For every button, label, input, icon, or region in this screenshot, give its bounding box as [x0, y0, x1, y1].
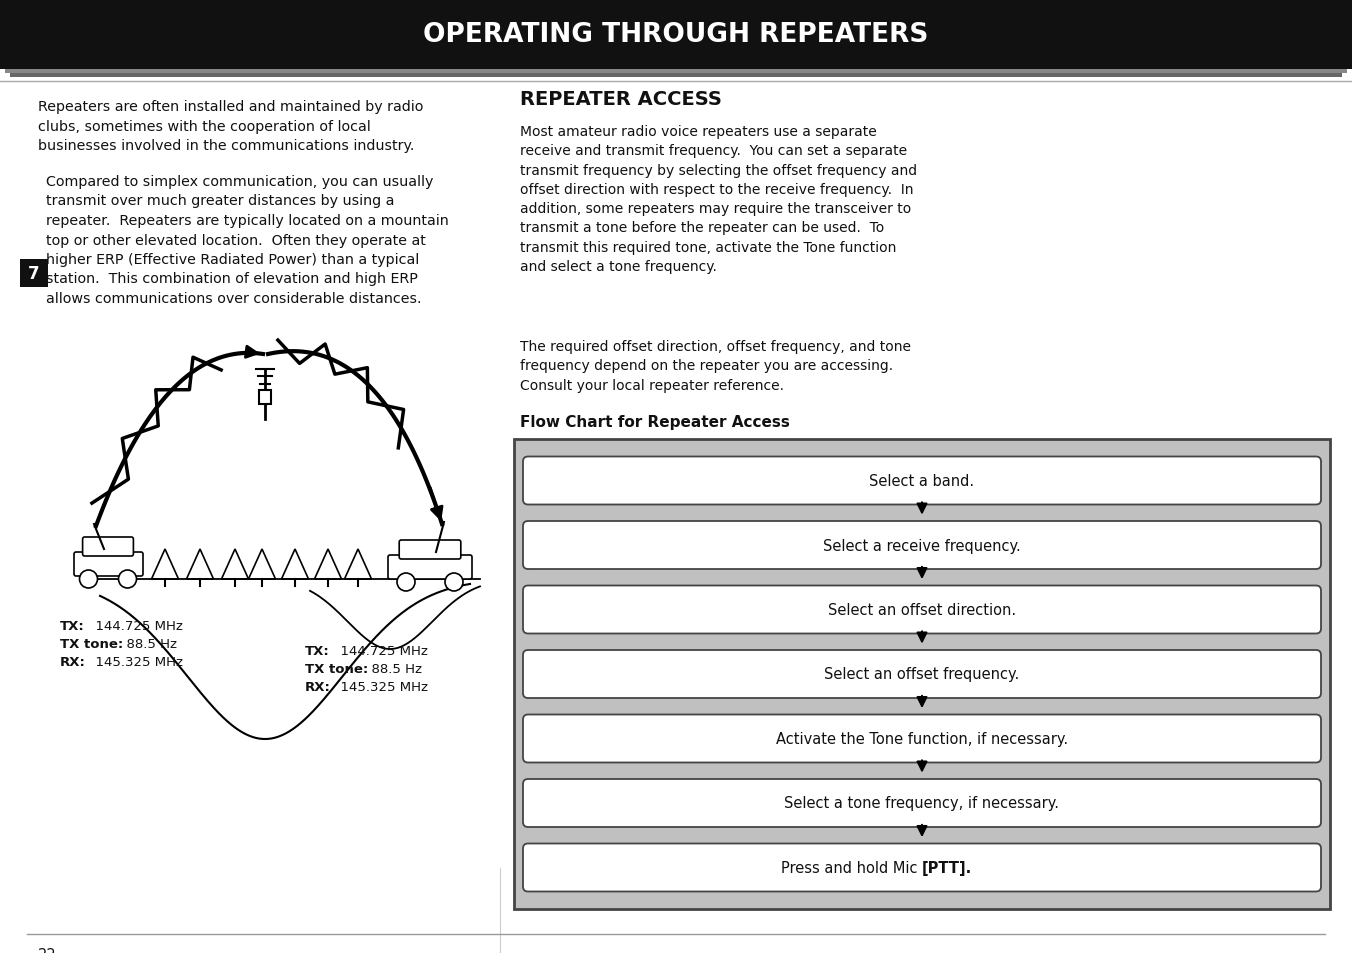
Bar: [514, 439, 1330, 909]
Text: TX:: TX:: [59, 619, 85, 633]
FancyBboxPatch shape: [523, 521, 1321, 569]
Bar: [5, 68, 1347, 74]
Text: 88.5 Hz: 88.5 Hz: [118, 638, 177, 650]
FancyBboxPatch shape: [523, 843, 1321, 892]
Text: Select a band.: Select a band.: [869, 474, 975, 489]
FancyBboxPatch shape: [399, 540, 461, 559]
Text: 145.325 MHz: 145.325 MHz: [333, 680, 429, 693]
Text: Select an offset direction.: Select an offset direction.: [827, 602, 1017, 618]
FancyBboxPatch shape: [523, 457, 1321, 505]
FancyBboxPatch shape: [388, 556, 472, 579]
Text: OPERATING THROUGH REPEATERS: OPERATING THROUGH REPEATERS: [423, 22, 929, 48]
Text: TX:: TX:: [306, 644, 330, 658]
FancyBboxPatch shape: [523, 650, 1321, 699]
FancyBboxPatch shape: [74, 553, 143, 577]
Text: TX tone:: TX tone:: [306, 662, 368, 676]
FancyBboxPatch shape: [20, 260, 49, 288]
Text: Press and hold Mic: Press and hold Mic: [781, 861, 922, 875]
Text: 144.725 MHz: 144.725 MHz: [333, 644, 427, 658]
Bar: [9, 68, 1343, 78]
Text: The required offset direction, offset frequency, and tone
frequency depend on th: The required offset direction, offset fr…: [521, 339, 911, 392]
Text: Select an offset frequency.: Select an offset frequency.: [825, 667, 1019, 681]
Text: 22: 22: [38, 947, 57, 953]
Text: 88.5 Hz: 88.5 Hz: [362, 662, 422, 676]
Text: 7: 7: [28, 265, 39, 283]
Text: Select a tone frequency, if necessary.: Select a tone frequency, if necessary.: [784, 796, 1060, 811]
Circle shape: [119, 571, 137, 588]
Text: RX:: RX:: [306, 680, 331, 693]
Circle shape: [397, 574, 415, 592]
FancyBboxPatch shape: [260, 391, 270, 405]
FancyBboxPatch shape: [82, 537, 134, 557]
Text: TX tone:: TX tone:: [59, 638, 123, 650]
Text: Repeaters are often installed and maintained by radio
clubs, sometimes with the : Repeaters are often installed and mainta…: [38, 100, 423, 152]
Text: REPEATER ACCESS: REPEATER ACCESS: [521, 90, 722, 109]
Text: RX:: RX:: [59, 656, 87, 668]
FancyBboxPatch shape: [523, 715, 1321, 762]
Text: 145.325 MHz: 145.325 MHz: [87, 656, 183, 668]
Bar: [0, 0, 1352, 70]
FancyBboxPatch shape: [523, 586, 1321, 634]
Text: Flow Chart for Repeater Access: Flow Chart for Repeater Access: [521, 415, 790, 430]
Text: [PTT].: [PTT].: [922, 861, 972, 875]
FancyBboxPatch shape: [523, 780, 1321, 827]
Text: Most amateur radio voice repeaters use a separate
receive and transmit frequency: Most amateur radio voice repeaters use a…: [521, 125, 917, 274]
Text: 144.725 MHz: 144.725 MHz: [87, 619, 183, 633]
Text: Select a receive frequency.: Select a receive frequency.: [823, 537, 1021, 553]
Circle shape: [80, 571, 97, 588]
Text: Compared to simplex communication, you can usually
transmit over much greater di: Compared to simplex communication, you c…: [46, 174, 449, 306]
Circle shape: [445, 574, 462, 592]
Text: Activate the Tone function, if necessary.: Activate the Tone function, if necessary…: [776, 731, 1068, 746]
